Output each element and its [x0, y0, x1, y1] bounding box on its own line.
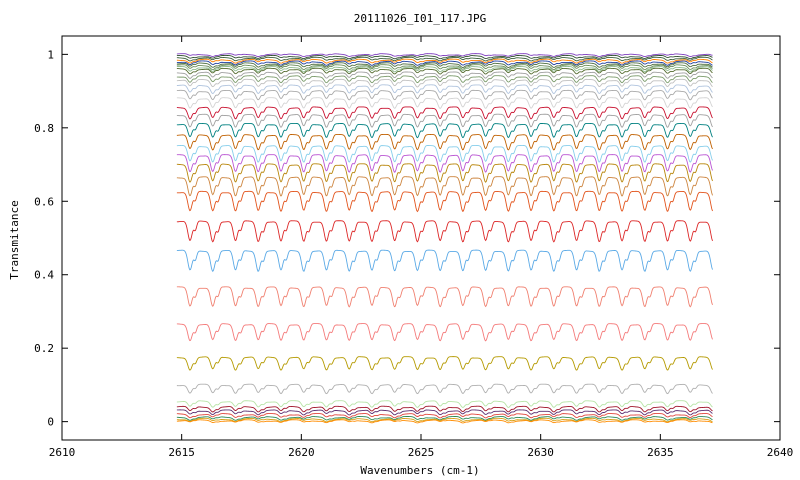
- series-layer: [176, 53, 713, 424]
- series-line-4: [176, 60, 713, 66]
- x-tick-label-4: 2630: [527, 446, 554, 459]
- chart-title: 20111026_I01_117.JPG: [354, 12, 486, 25]
- series-line-3: [176, 58, 713, 64]
- series-line-32: [176, 409, 713, 416]
- y-tick-label-5: 1: [47, 48, 54, 61]
- x-axis-label: Wavenumbers (cm-1): [360, 464, 479, 477]
- series-line-33: [176, 413, 713, 419]
- x-tick-label-6: 2640: [767, 446, 794, 459]
- series-line-2: [176, 56, 713, 62]
- series-line-35: [176, 417, 713, 423]
- series-line-28: [176, 356, 713, 371]
- series-line-0: [176, 53, 713, 58]
- x-tick-label-1: 2615: [168, 446, 195, 459]
- y-axis-label: Transmitance: [8, 200, 21, 279]
- x-tick-label-2: 2620: [288, 446, 315, 459]
- series-line-1: [176, 55, 713, 60]
- y-tick-label-2: 0.4: [34, 269, 54, 282]
- series-line-9: [176, 71, 713, 79]
- y-tick-label-1: 0.2: [34, 342, 54, 355]
- y-tick-label-3: 0.6: [34, 195, 54, 208]
- x-tick-label-0: 2610: [49, 446, 76, 459]
- series-line-19: [176, 144, 713, 163]
- series-line-24: [176, 220, 713, 243]
- series-line-16: [176, 113, 713, 128]
- series-line-6: [176, 64, 713, 71]
- series-line-29: [176, 383, 713, 395]
- series-line-22: [176, 176, 713, 197]
- y-tick-label-0: 0: [47, 416, 54, 429]
- series-line-5: [176, 62, 713, 68]
- series-line-17: [176, 122, 713, 139]
- series-line-7: [176, 66, 713, 73]
- series-line-21: [176, 163, 713, 183]
- series-line-18: [176, 133, 713, 151]
- series-line-8: [176, 67, 713, 75]
- series-line-12: [176, 84, 713, 95]
- plot-frame: [61, 35, 781, 441]
- y-tick-label-4: 0.8: [34, 122, 54, 135]
- series-line-14: [176, 97, 713, 109]
- series-line-20: [176, 154, 713, 173]
- series-line-30: [176, 400, 713, 408]
- series-line-27: [176, 323, 713, 342]
- series-line-11: [176, 78, 713, 88]
- series-line-26: [176, 286, 713, 308]
- x-tick-label-3: 2625: [408, 446, 435, 459]
- series-line-23: [176, 190, 713, 213]
- series-line-15: [176, 106, 713, 120]
- series-line-25: [176, 249, 713, 273]
- axes-layer: 2610 2615 2620 2625 2630 2635 2640 0 0.2 0.4 0.6 0.…: [34, 35, 794, 459]
- x-tick-label-5: 2635: [647, 446, 674, 459]
- series-line-31: [176, 405, 713, 413]
- series-line-10: [176, 75, 713, 84]
- series-line-34: [176, 416, 713, 421]
- series-line-13: [176, 89, 713, 101]
- series-line-36: [176, 419, 713, 424]
